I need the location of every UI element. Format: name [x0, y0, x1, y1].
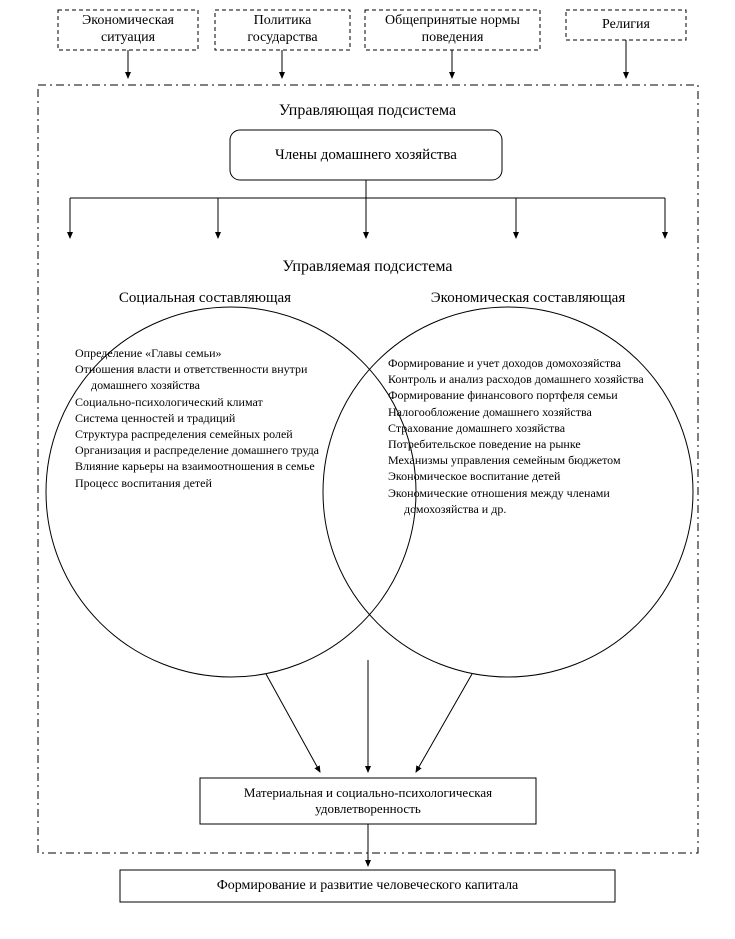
social-list-item: Процесс воспитания детей [75, 475, 365, 491]
economic-list-item: Контроль и анализ расходов домашнего хоз… [388, 371, 678, 387]
economic-list-item: Формирование и учет доходов домохозяйств… [388, 355, 678, 371]
social-list-item: Система ценностей и традиций [75, 410, 365, 426]
social-component-title: Социальная составляющая [45, 290, 365, 307]
external-factor-box-0: Экономическаяситуация [58, 10, 198, 50]
satisfaction-box: Материальная и социально-психологическая… [200, 778, 536, 824]
economic-list-item: Механизмы управления семейным бюджетом [388, 452, 678, 468]
economic-list-item: Формирование финансового портфеля семьи [388, 387, 678, 403]
managed-subsystem-title: Управляемая подсистема [0, 258, 735, 276]
economic-list-item: Потребительское поведение на рынке [388, 436, 678, 452]
social-list-item: Влияние карьеры на взаимоотношения в сем… [75, 458, 365, 474]
economic-list-item: Экономическое воспитание детей [388, 468, 678, 484]
social-list-item: Организация и распределение домашнего тр… [75, 442, 365, 458]
economic-list-item: Страхование домашнего хозяйства [388, 420, 678, 436]
social-list-item: Структура распределения семейных ролей [75, 426, 365, 442]
external-factor-box-1: Политикагосударства [215, 10, 350, 50]
external-factor-box-2: Общепринятые нормыповедения [365, 10, 540, 50]
economic-list-item: Налогообложение домашнего хозяйства [388, 404, 678, 420]
economic-list-item: Экономические отношения между членами до… [388, 485, 678, 517]
social-list: Определение «Главы семьи»Отношения власт… [75, 345, 365, 491]
human-capital-box: Формирование и развитие человеческого ка… [120, 870, 615, 902]
external-factor-box-3: Религия [566, 10, 686, 40]
managing-subsystem-title: Управляющая подсистема [0, 102, 735, 120]
diagram-html-layer: Экономическаяситуация Политикагосударства… [0, 0, 735, 939]
economic-list: Формирование и учет доходов домохозяйств… [388, 355, 678, 517]
social-list-item: Определение «Главы семьи» [75, 345, 365, 361]
household-members-box: Члены домашнего хозяйства [230, 130, 502, 180]
social-list-item: Отношения власти и ответственности внутр… [75, 361, 365, 393]
economic-component-title: Экономическая составляющая [368, 290, 688, 307]
social-list-item: Социально-психологический климат [75, 394, 365, 410]
